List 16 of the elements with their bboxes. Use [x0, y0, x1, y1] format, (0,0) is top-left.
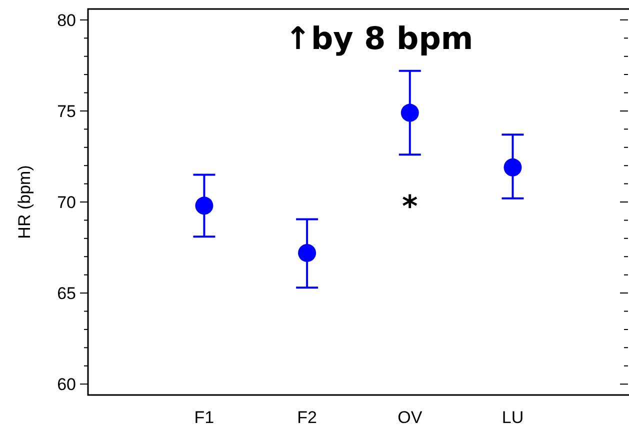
- x-tick-label: OV: [398, 408, 423, 427]
- point: [195, 196, 214, 215]
- y-axis-title: HR (bpm): [15, 165, 34, 239]
- y-tick-label: 70: [57, 192, 76, 212]
- point: [504, 158, 522, 176]
- x-tick-label: F1: [194, 408, 214, 427]
- point: [400, 104, 419, 122]
- y-tick-label: 65: [57, 284, 76, 303]
- annotation: ↑by 8 bpm: [285, 21, 474, 57]
- y-tick-label: 80: [57, 10, 76, 30]
- x-tick-label: F2: [297, 408, 317, 427]
- x-tick-label: LU: [502, 408, 524, 427]
- y-tick-label: 75: [57, 102, 76, 121]
- y-tick-label: 60: [57, 375, 76, 394]
- annotation: *: [402, 190, 418, 225]
- point: [298, 244, 316, 262]
